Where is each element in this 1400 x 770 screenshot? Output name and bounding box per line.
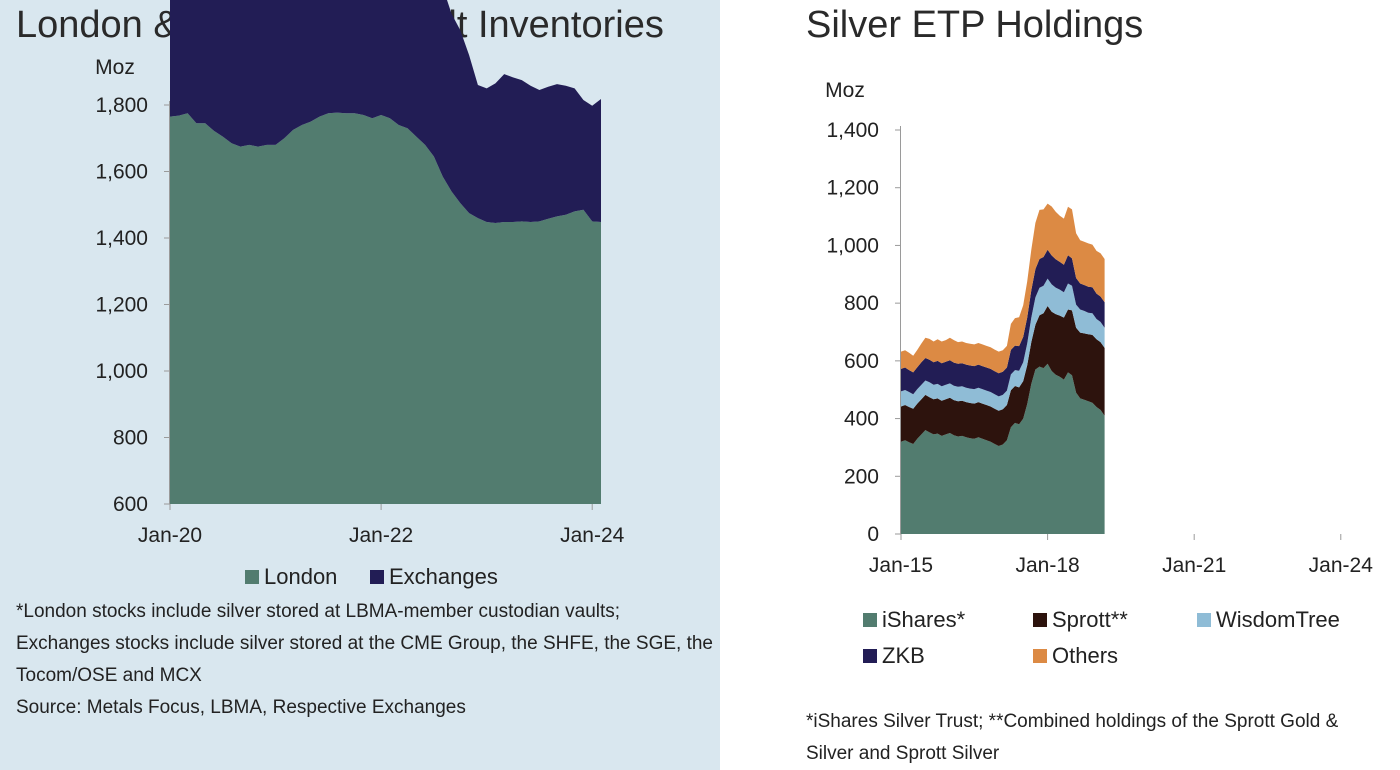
- y-tick-label: 0: [867, 523, 879, 546]
- legend-label-ishares: iShares*: [882, 607, 966, 632]
- x-tick-label: Jan-20: [138, 524, 202, 547]
- x-tick-label: Jan-22: [349, 524, 413, 547]
- vault-inventories-chart: 600 800 1,000 1,200 1,400 1,600 1,800 Moz Jan-20…: [95, 0, 625, 589]
- area-others: [901, 203, 1105, 374]
- y-tick-label: 200: [844, 465, 879, 488]
- area-ishares: [901, 363, 1105, 534]
- legend-label-sprott: Sprott**: [1052, 607, 1128, 632]
- area-wisdomtree: [901, 278, 1105, 411]
- x-tick-label: Jan-18: [1015, 554, 1079, 577]
- legend-swatch-wisdomtree: [1197, 613, 1211, 627]
- y-unit-label: Moz: [95, 56, 135, 79]
- y-tick-label: 1,600: [95, 161, 148, 184]
- etp-holdings-title: Silver ETP Holdings: [806, 4, 1144, 46]
- x-tick-label: Jan-24: [1309, 554, 1374, 577]
- y-tick-label: 1,400: [95, 227, 148, 250]
- y-tick-label: 600: [844, 350, 879, 373]
- x-tick-label: Jan-15: [869, 554, 933, 577]
- legend-swatch-london: [245, 570, 259, 584]
- legend-label-wisdomtree: WisdomTree: [1216, 607, 1340, 632]
- etp-holdings-panel: Silver ETP Holdings 0 200 400 600 800 1,000 1,…: [720, 0, 1400, 770]
- vault-inventories-panel: London & Exchange* Vault Inventories 600…: [0, 0, 720, 770]
- legend-label-exchanges: Exchanges: [389, 564, 498, 589]
- legend-swatch-sprott: [1033, 613, 1047, 627]
- x-tick-label: Jan-24: [560, 524, 625, 547]
- etp-holdings-chart: 0 200 400 600 800 1,000 1,200 1,400 Moz Jan-15 Jan…: [825, 79, 1374, 668]
- legend-swatch-zkb: [863, 649, 877, 663]
- y-tick-label: 1,000: [826, 234, 879, 257]
- legend-swatch-others: [1033, 649, 1047, 663]
- legend-label-zkb: ZKB: [882, 643, 925, 668]
- y-tick-label: 600: [113, 493, 148, 516]
- y-tick-label: 800: [844, 292, 879, 315]
- y-tick-label: 1,400: [826, 119, 879, 142]
- y-tick-label: 800: [113, 427, 148, 450]
- etp-holdings-footnote: *iShares Silver Trust; **Combined holdin…: [806, 711, 1339, 764]
- y-tick-label: 1,800: [95, 94, 148, 117]
- y-tick-label: 400: [844, 408, 879, 431]
- legend-swatch-exchanges: [370, 570, 384, 584]
- y-tick-label: 1,200: [826, 177, 879, 200]
- y-unit-label: Moz: [825, 79, 865, 102]
- area-exchanges: [170, 0, 601, 223]
- legend-label-others: Others: [1052, 643, 1118, 668]
- vault-inventories-footnote: *London stocks include silver stored at …: [16, 601, 713, 686]
- area-sprott: [901, 306, 1105, 446]
- legend-swatch-ishares: [863, 613, 877, 627]
- legend-label-london: London: [264, 564, 337, 589]
- y-tick-label: 1,200: [95, 294, 148, 317]
- area-zkb: [901, 249, 1105, 397]
- y-tick-label: 1,000: [95, 360, 148, 383]
- vault-inventories-source: Source: Metals Focus, LBMA, Respective E…: [16, 697, 466, 718]
- x-tick-label: Jan-21: [1162, 554, 1226, 577]
- area-london: [170, 112, 601, 504]
